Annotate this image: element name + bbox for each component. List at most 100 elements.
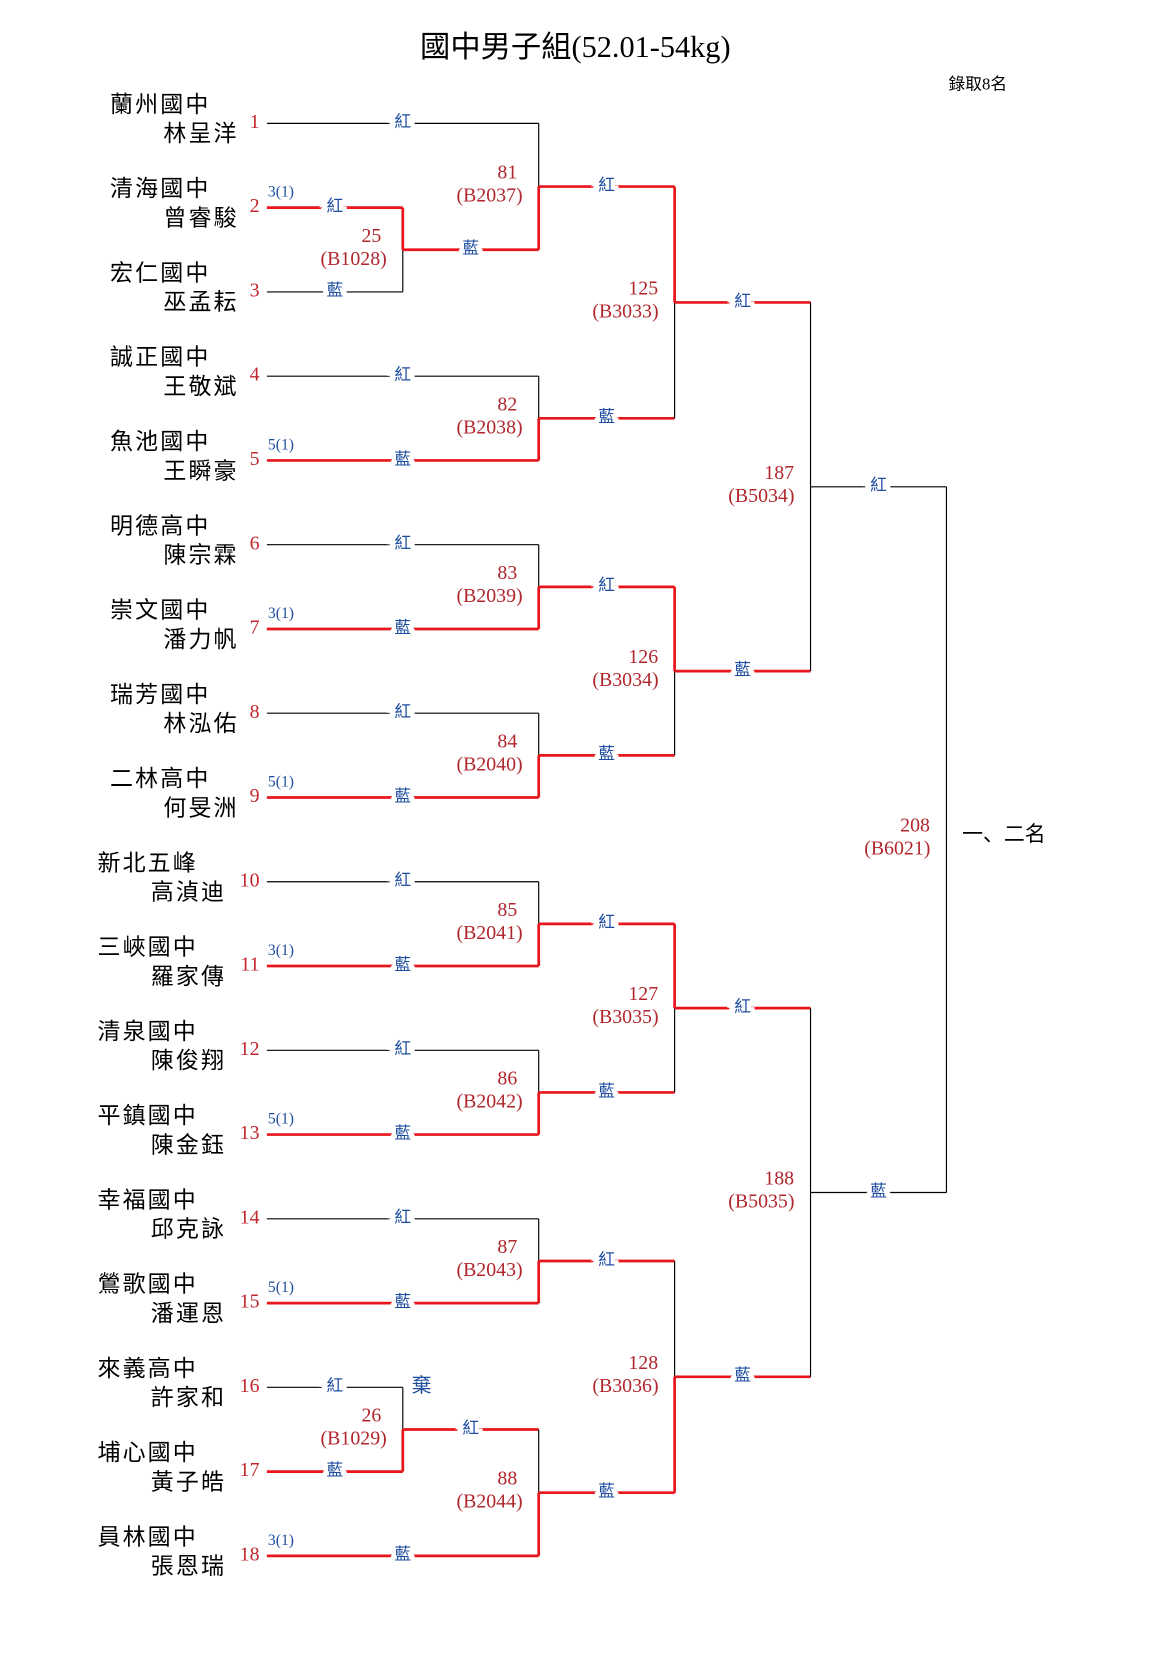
player-name: 陳宗霖 — [163, 543, 238, 568]
player-name: 高湞迪 — [151, 880, 226, 905]
seed: 7 — [250, 617, 260, 639]
school: 員林國中 — [98, 1524, 198, 1549]
red-corner: 紅 — [326, 196, 343, 215]
player-name: 邱克詠 — [151, 1217, 226, 1242]
match-code: (B2039) — [456, 585, 522, 607]
seed: 10 — [240, 869, 260, 891]
blue-corner: 藍 — [394, 1292, 411, 1311]
red-corner: 紅 — [598, 1250, 615, 1269]
player-name: 巫孟耘 — [163, 290, 238, 315]
seed: 17 — [240, 1459, 260, 1481]
match-number: 88 — [497, 1468, 517, 1490]
blue-corner: 藍 — [734, 1366, 751, 1385]
school: 平鎮國中 — [98, 1103, 198, 1128]
note: 錄取8名 — [949, 75, 1008, 94]
player-name: 陳俊翔 — [151, 1048, 226, 1073]
player-name: 羅家傳 — [151, 964, 226, 989]
blue-corner: 藍 — [326, 1460, 343, 1479]
seed: 11 — [240, 954, 259, 976]
school: 誠正國中 — [110, 345, 210, 370]
seed: 6 — [250, 532, 260, 554]
match-code: (B3035) — [592, 1006, 658, 1028]
red-corner: 紅 — [462, 1418, 479, 1437]
school: 蘭州國中 — [110, 92, 210, 117]
match-code: (B3036) — [592, 1375, 658, 1397]
school: 幸福國中 — [98, 1187, 198, 1212]
score: 3(1) — [268, 605, 294, 622]
school: 明德高中 — [110, 513, 210, 538]
player-name: 陳金鈺 — [151, 1132, 226, 1157]
school: 新北五峰 — [98, 850, 198, 875]
school: 三峽國中 — [98, 935, 198, 960]
player-name: 王瞬豪 — [163, 458, 238, 483]
match-number: 126 — [628, 646, 658, 668]
score: 5(1) — [268, 436, 294, 453]
title: 國中男子組(52.01-54kg) — [420, 30, 731, 64]
red-corner: 紅 — [394, 534, 411, 553]
red-corner: 紅 — [598, 576, 615, 595]
player-name: 黃子皓 — [151, 1469, 226, 1494]
red-corner: 紅 — [394, 702, 411, 721]
red-corner: 紅 — [734, 997, 751, 1016]
match-number: 83 — [497, 562, 517, 584]
school: 鶯歌國中 — [98, 1272, 198, 1297]
match-code: (B1029) — [321, 1428, 387, 1450]
match-code: (B2037) — [456, 185, 522, 207]
red-corner: 紅 — [394, 1208, 411, 1227]
player-name: 王敬斌 — [163, 374, 238, 399]
seed: 4 — [250, 364, 260, 386]
blue-corner: 藍 — [394, 955, 411, 974]
school: 魚池國中 — [110, 429, 210, 454]
red-corner: 紅 — [598, 175, 615, 194]
player-name: 許家和 — [151, 1385, 226, 1410]
match-number: 25 — [361, 225, 381, 247]
match-number: 81 — [497, 162, 517, 184]
player-name: 林呈洋 — [163, 121, 238, 146]
match-number: 188 — [764, 1168, 794, 1190]
match-number: 86 — [497, 1067, 517, 1089]
match-code: (B2040) — [456, 753, 522, 775]
match-number: 26 — [361, 1405, 381, 1427]
match-code: (B2043) — [456, 1259, 522, 1281]
seed: 18 — [240, 1543, 260, 1565]
match-number: 187 — [764, 462, 794, 484]
player-name: 潘運恩 — [151, 1301, 226, 1326]
seed: 3 — [250, 279, 260, 301]
score: 3(1) — [268, 1532, 294, 1549]
match-number: 87 — [497, 1236, 517, 1258]
final-label: 一、二名 — [962, 822, 1046, 846]
seed: 14 — [240, 1206, 260, 1228]
match-code: (B1028) — [321, 248, 387, 270]
blue-corner: 藍 — [394, 618, 411, 637]
red-corner: 紅 — [394, 871, 411, 890]
seed: 5 — [250, 448, 260, 470]
blue-corner: 藍 — [734, 660, 751, 679]
match-code: (B2038) — [456, 416, 522, 438]
red-corner: 紅 — [870, 476, 887, 495]
blue-corner: 藍 — [394, 449, 411, 468]
blue-corner: 藍 — [394, 1123, 411, 1142]
red-corner: 紅 — [734, 291, 751, 310]
score: 5(1) — [268, 773, 294, 790]
school: 崇文國中 — [110, 598, 210, 623]
seed: 9 — [250, 785, 260, 807]
match-code: (B6021) — [864, 838, 930, 860]
seed: 12 — [240, 1038, 260, 1060]
school: 清海國中 — [110, 176, 210, 201]
score: 3(1) — [268, 184, 294, 201]
match-number: 125 — [628, 277, 658, 299]
match-code: (B3033) — [592, 300, 658, 322]
seed: 15 — [240, 1291, 260, 1313]
red-corner: 紅 — [394, 112, 411, 131]
player-name: 曾睿駿 — [163, 205, 238, 230]
player-name: 何旻洲 — [163, 795, 238, 820]
blue-corner: 藍 — [598, 1482, 615, 1501]
match-number: 85 — [497, 899, 517, 921]
red-corner: 紅 — [326, 1376, 343, 1395]
blue-corner: 藍 — [598, 744, 615, 763]
seed: 8 — [250, 701, 260, 723]
red-corner: 紅 — [598, 913, 615, 932]
blue-corner: 藍 — [462, 239, 479, 258]
blue-corner: 藍 — [598, 407, 615, 426]
seed: 13 — [240, 1122, 260, 1144]
